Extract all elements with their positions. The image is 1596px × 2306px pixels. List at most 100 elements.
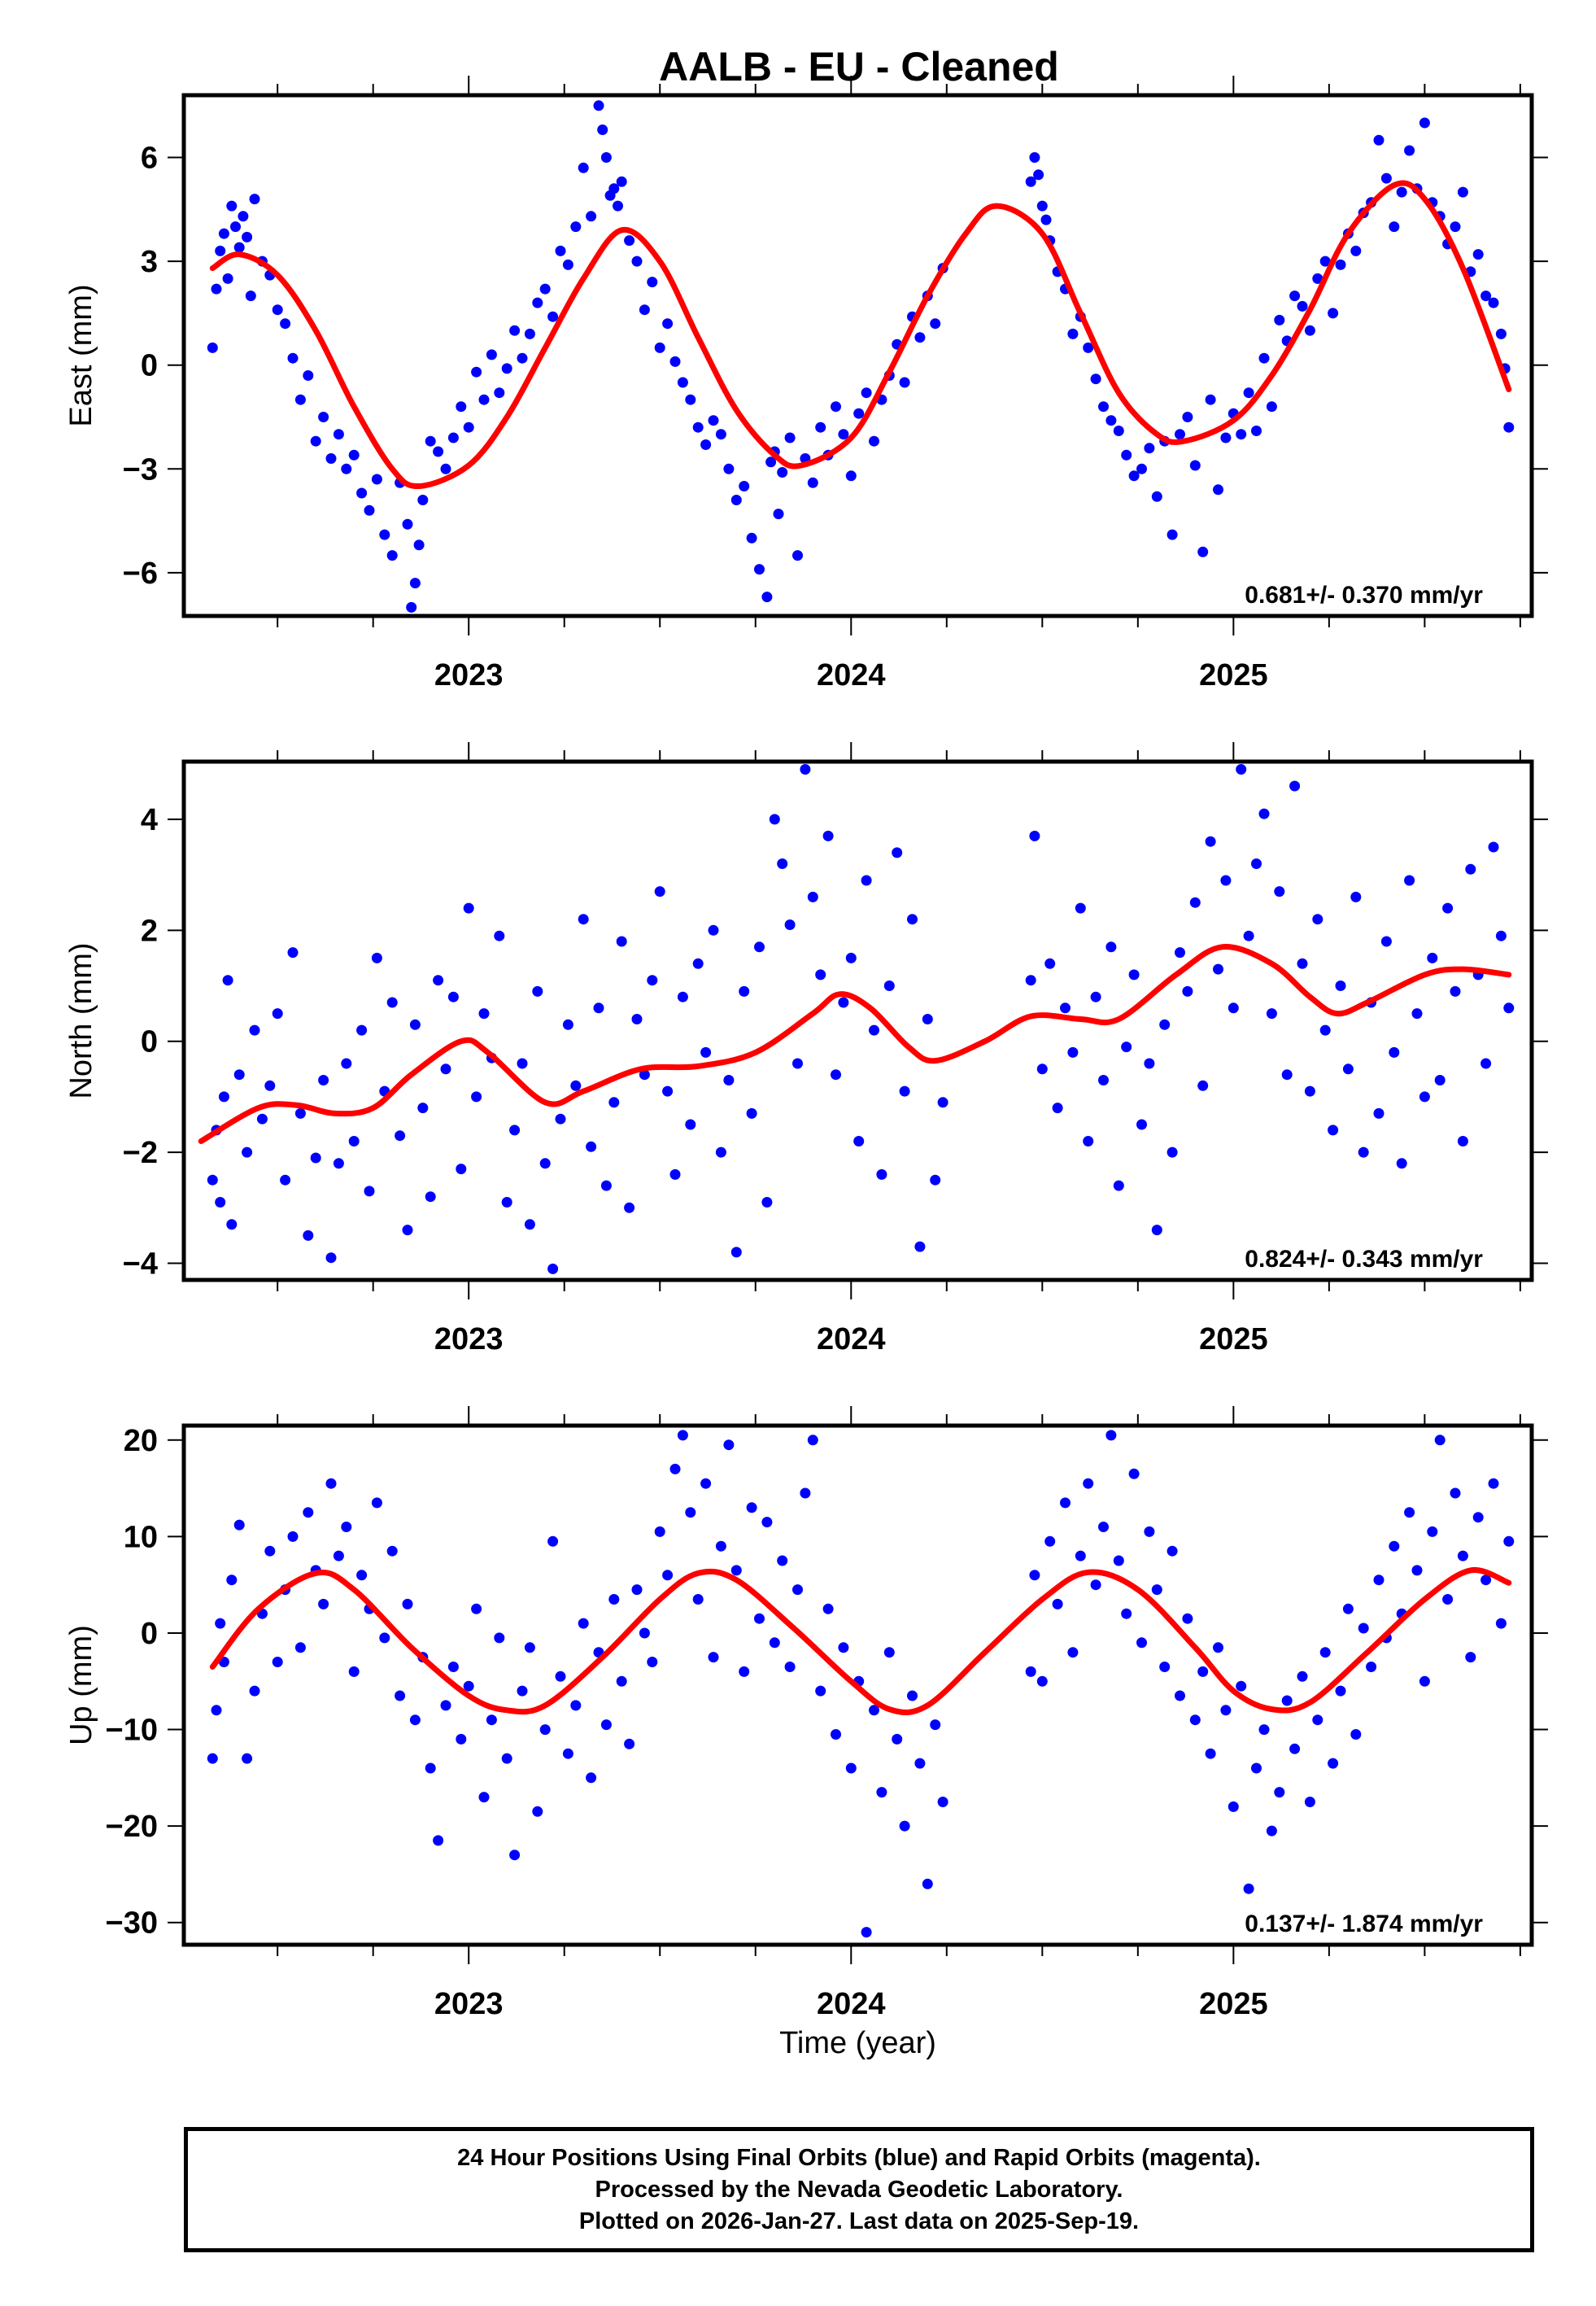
- data-point: [456, 1164, 467, 1175]
- data-point: [1289, 780, 1301, 792]
- data-point: [631, 1584, 643, 1596]
- data-point: [1025, 176, 1036, 187]
- y-axis-label: North (mm): [64, 942, 98, 1098]
- data-point: [1243, 1883, 1254, 1894]
- data-point: [440, 463, 451, 474]
- data-point: [1266, 1008, 1277, 1020]
- data-point: [1083, 342, 1094, 353]
- data-point: [287, 1531, 299, 1542]
- data-point: [463, 1680, 474, 1692]
- data-point: [1159, 1019, 1171, 1030]
- data-point: [1389, 1540, 1400, 1552]
- data-point: [937, 1797, 948, 1807]
- data-point: [1236, 1680, 1247, 1692]
- y-tick-label: −10: [106, 1714, 158, 1748]
- data-point: [456, 1733, 467, 1745]
- data-point: [425, 435, 436, 447]
- data-point: [1175, 429, 1185, 440]
- data-point: [272, 1008, 283, 1020]
- data-point: [853, 1136, 865, 1146]
- data-point: [1151, 491, 1162, 502]
- data-point: [1182, 1613, 1193, 1624]
- data-point: [677, 1430, 688, 1441]
- data-point: [1404, 1507, 1415, 1518]
- data-point: [570, 1700, 582, 1711]
- data-point: [1128, 1468, 1140, 1479]
- data-point: [600, 152, 612, 163]
- data-point: [777, 1555, 788, 1566]
- data-point: [624, 235, 635, 247]
- data-point: [639, 304, 650, 316]
- y-tick-label: 0: [141, 1025, 158, 1059]
- data-point: [386, 550, 398, 561]
- data-point: [486, 349, 497, 360]
- data-point: [600, 1180, 612, 1191]
- data-point: [1197, 546, 1209, 557]
- data-point: [1274, 1787, 1285, 1798]
- x-axis-label: Time (year): [779, 2026, 936, 2060]
- data-point: [341, 1058, 352, 1069]
- plot-frame: [181, 1423, 1534, 1947]
- data-point: [1228, 1801, 1239, 1812]
- data-point: [822, 830, 834, 841]
- data-point: [647, 1657, 658, 1667]
- data-point: [845, 470, 857, 482]
- footer-line-processed-by: Processed by the Nevada Geodetic Laborat…: [595, 2176, 1123, 2203]
- data-point: [578, 162, 589, 173]
- data-point: [1274, 314, 1285, 325]
- data-point: [1289, 290, 1301, 302]
- y-tick-label: −4: [123, 1247, 158, 1282]
- data-point: [242, 1753, 253, 1764]
- x-tick-label: 2025: [1199, 1322, 1268, 1356]
- data-point: [861, 387, 872, 399]
- data-point: [1205, 1748, 1216, 1759]
- data-point: [869, 1024, 879, 1036]
- data-point: [547, 1263, 559, 1274]
- data-point: [425, 1191, 436, 1203]
- data-point: [845, 952, 857, 963]
- data-point: [517, 1058, 528, 1069]
- data-point: [348, 1136, 360, 1146]
- data-point: [899, 1085, 910, 1097]
- footer-info-box: 24 Hour Positions Using Final Orbits (bl…: [184, 2127, 1534, 2252]
- data-point: [613, 200, 623, 212]
- data-point: [1251, 1762, 1262, 1774]
- data-point: [501, 1753, 512, 1764]
- x-tick-label: 2025: [1199, 1987, 1268, 2021]
- data-point: [364, 504, 375, 516]
- data-point: [402, 1225, 413, 1236]
- data-point: [624, 1738, 635, 1749]
- data-point: [807, 477, 818, 488]
- data-point: [242, 231, 253, 242]
- data-point: [1304, 325, 1315, 336]
- velocity-rate-label: 0.824+/- 0.343 mm/yr: [1245, 1246, 1483, 1273]
- data-point: [562, 1019, 573, 1030]
- data-point: [325, 453, 337, 464]
- data-point: [1495, 328, 1507, 339]
- data-point: [616, 936, 627, 947]
- data-point: [1266, 401, 1277, 413]
- data-point: [1220, 875, 1232, 886]
- data-point: [226, 1574, 238, 1586]
- data-point: [463, 421, 474, 433]
- data-point: [1442, 902, 1454, 914]
- data-point: [765, 456, 777, 468]
- data-point: [1067, 1647, 1079, 1658]
- data-point: [1289, 1743, 1301, 1754]
- data-point: [1472, 249, 1484, 260]
- data-point: [532, 297, 543, 308]
- data-point: [1434, 1075, 1446, 1085]
- data-point: [845, 1762, 857, 1774]
- data-point: [1251, 426, 1262, 436]
- data-point: [593, 1002, 604, 1014]
- data-point: [1411, 1008, 1423, 1020]
- data-point: [1297, 958, 1308, 969]
- data-point: [425, 1762, 436, 1774]
- data-point: [249, 1685, 260, 1697]
- data-point: [1113, 426, 1124, 436]
- data-point: [1350, 891, 1362, 902]
- data-point: [494, 930, 505, 941]
- data-point: [616, 176, 627, 187]
- data-point: [1450, 985, 1461, 997]
- data-point: [245, 290, 256, 302]
